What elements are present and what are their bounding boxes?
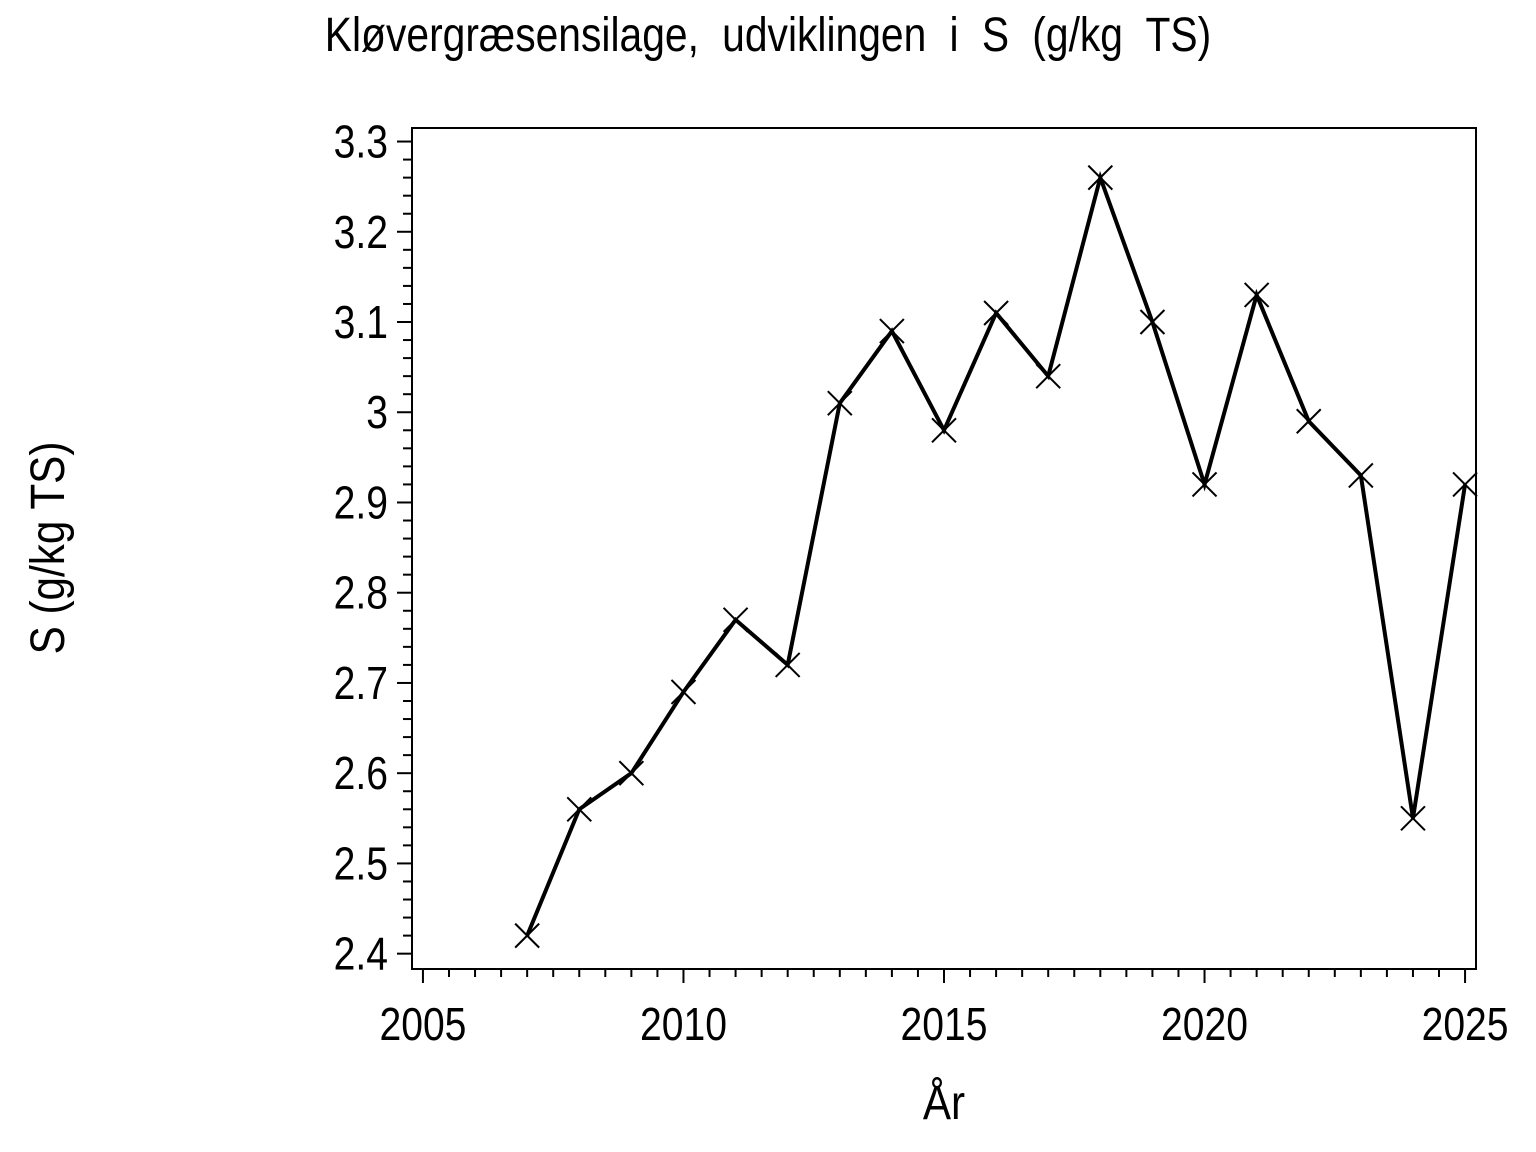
x-tick-label: 2010 (640, 999, 727, 1051)
y-tick-label: 3.3 (334, 117, 388, 169)
y-tick-label: 2.4 (334, 929, 388, 981)
data-point-marker (1035, 363, 1061, 389)
data-point-marker (879, 318, 905, 344)
x-axis-label: År (922, 1077, 966, 1130)
plot-frame (411, 127, 1477, 970)
y-tick-label: 3 (366, 387, 388, 439)
data-point-marker (514, 922, 540, 949)
data-point-marker (1243, 282, 1270, 308)
data-point-marker (722, 607, 749, 633)
data-point-marker (983, 300, 1009, 326)
data-point-marker (1139, 309, 1166, 335)
y-tick-label: 2.9 (334, 478, 388, 530)
data-line (525, 170, 1468, 937)
data-point-marker (618, 760, 645, 786)
data-point-marker (1400, 805, 1426, 832)
x-tick-label: 2025 (1422, 999, 1509, 1051)
data-point-marker (670, 679, 697, 705)
data-point-marker (774, 652, 801, 678)
y-tick-label: 2.5 (334, 838, 388, 890)
x-tick-label: 2020 (1161, 999, 1248, 1051)
chart-title: Kløvergræsensilage, udviklingen i S (g/k… (324, 9, 1212, 62)
data-point-marker (931, 417, 957, 443)
data-point-marker (566, 796, 592, 822)
x-tick-label: 2015 (901, 999, 988, 1051)
y-tick-label: 2.6 (334, 748, 388, 800)
y-tick-label: 3.1 (334, 297, 388, 349)
y-tick-label: 3.2 (334, 207, 388, 259)
data-point-marker (1348, 462, 1374, 489)
data-point-marker (827, 390, 853, 416)
data-point-marker (1191, 471, 1218, 498)
x-tick-label: 2005 (379, 999, 466, 1051)
data-point-marker (1296, 408, 1322, 434)
y-axis-label: S (g/kg TS) (22, 441, 75, 655)
y-tick-label: 2.8 (334, 568, 388, 620)
y-tick-label: 2.7 (334, 658, 388, 710)
data-point-marker (1087, 164, 1114, 191)
data-point-marker (1452, 471, 1478, 498)
